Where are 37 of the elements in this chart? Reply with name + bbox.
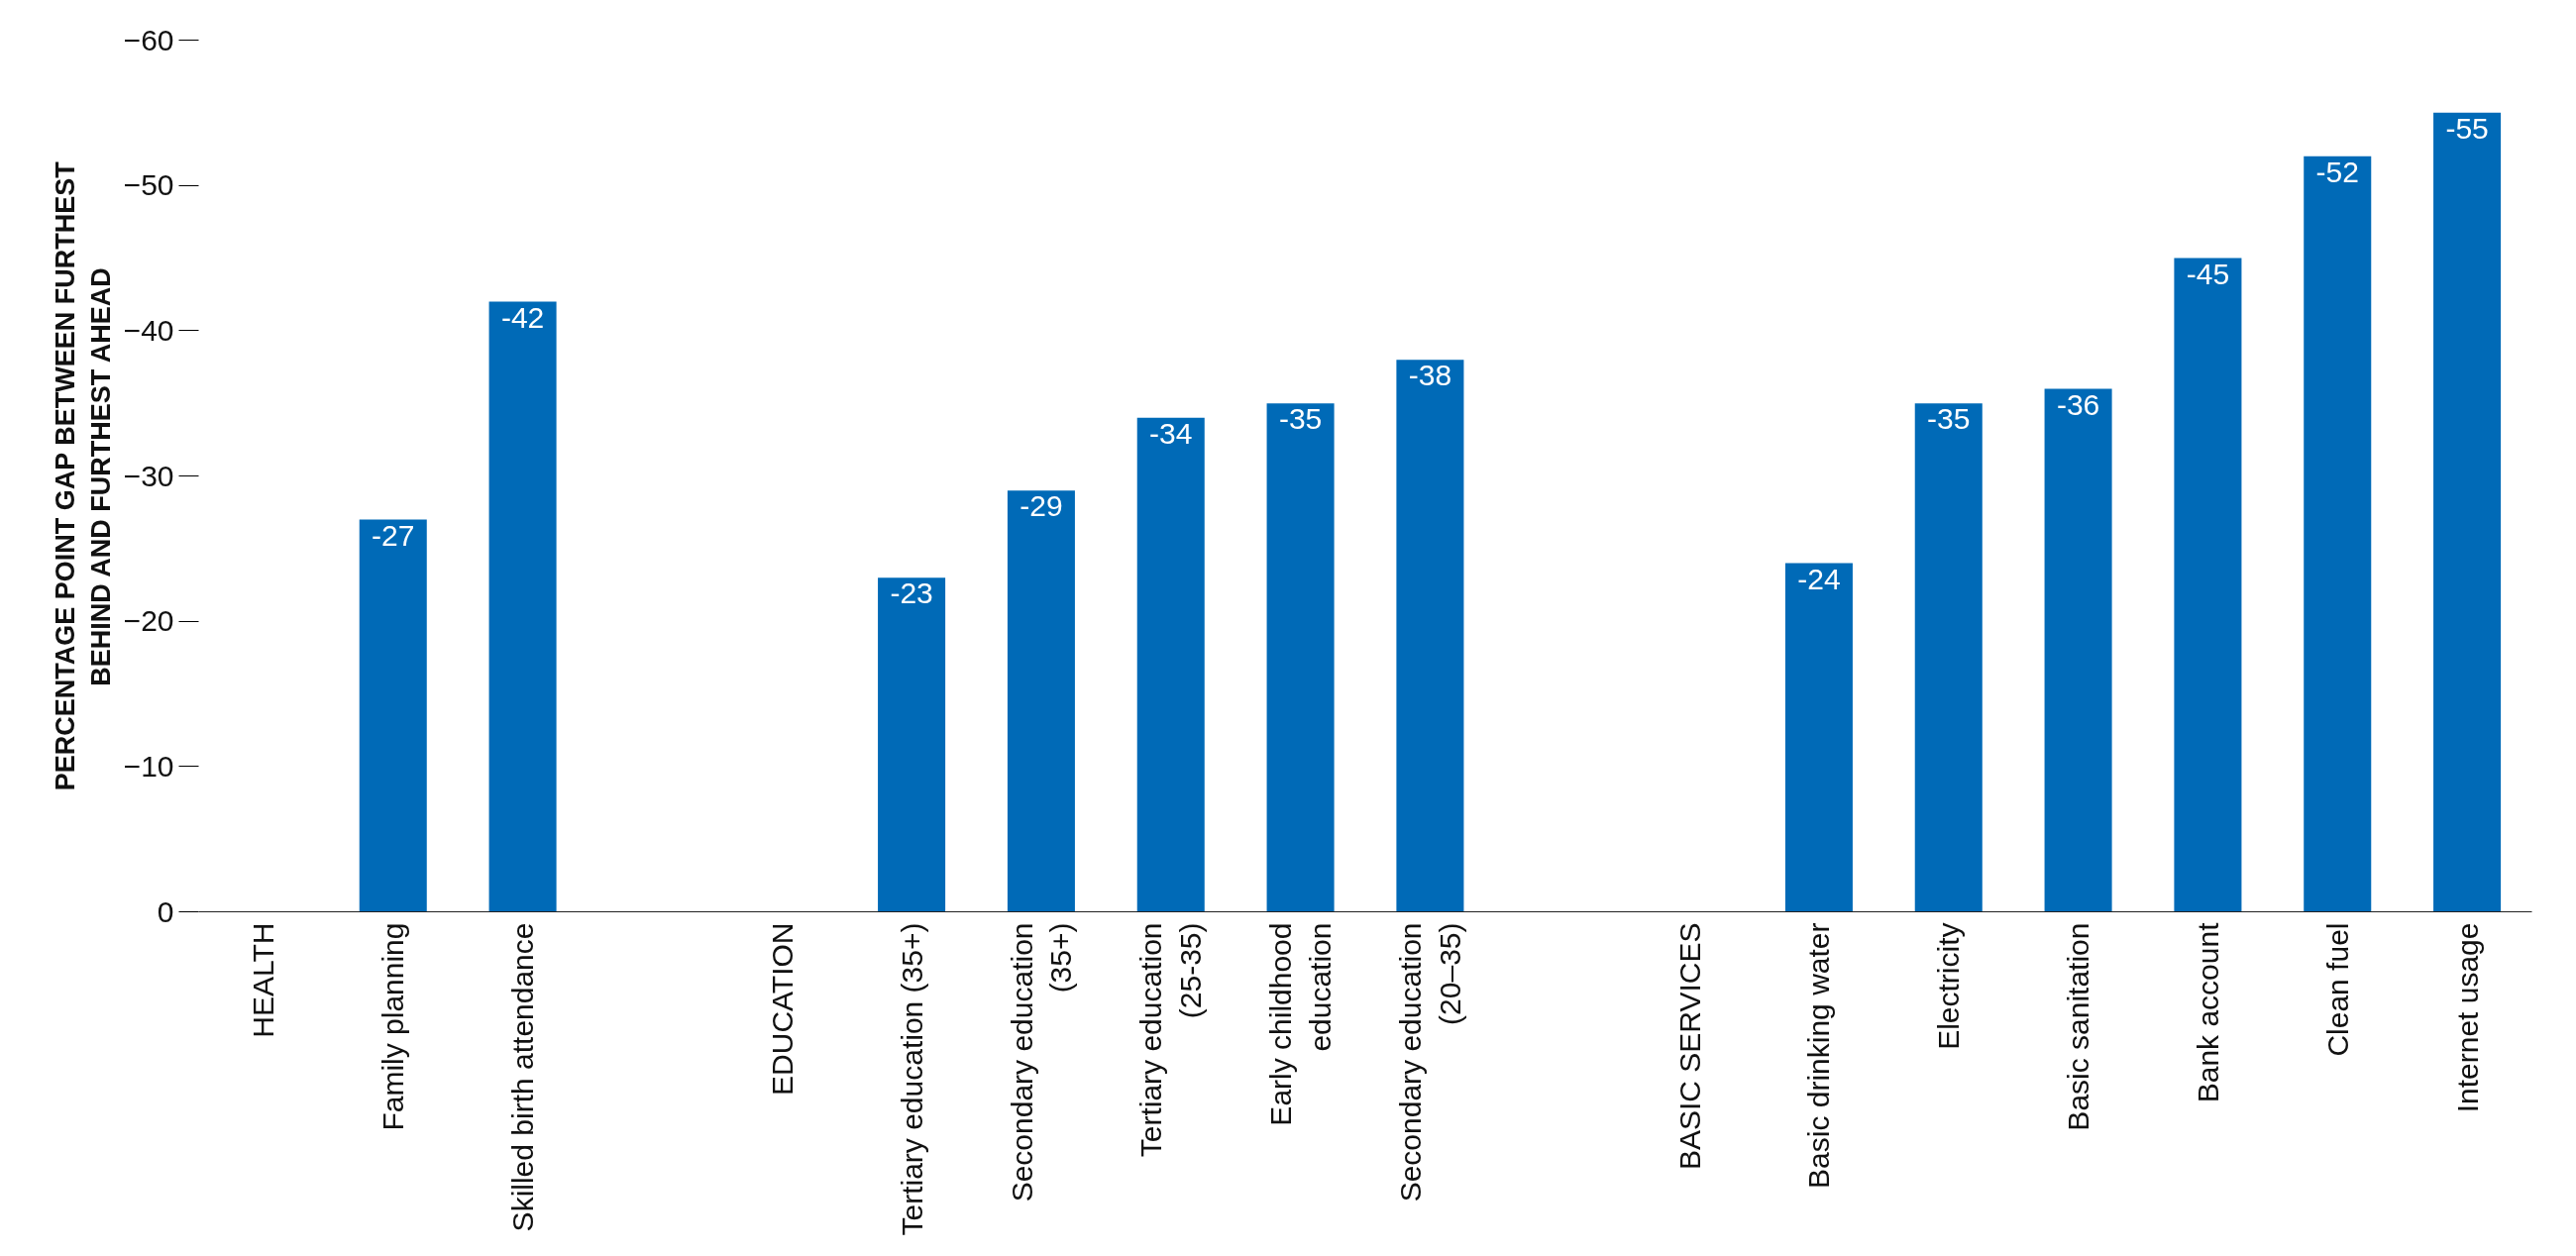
x-tick-label: BASIC SERVICES <box>1672 922 1706 1171</box>
data-label: -23 <box>890 576 933 610</box>
x-tick-label: Clean fuel <box>2320 922 2354 1057</box>
x-tick-label: Early childhood education <box>1264 922 1337 1126</box>
data-label: -36 <box>2056 387 2100 421</box>
y-tick-label: −10 <box>123 749 174 783</box>
data-label: -38 <box>1408 359 1452 392</box>
data-label: -45 <box>2186 257 2230 290</box>
x-tick-label: Basic drinking water <box>1802 922 1836 1189</box>
y-tick-label: 0 <box>157 894 174 928</box>
y-axis-title: PERCENTAGE POINT GAP BETWEEN FURTHEST BEHIND AND FURTHEST AHEAD <box>50 160 116 791</box>
data-label: -29 <box>1020 489 1063 523</box>
data-label: -55 <box>2445 111 2489 145</box>
x-tick-label: Tertiary education (25-35) <box>1134 922 1208 1158</box>
x-tick-label: Basic sanitation <box>2062 922 2095 1131</box>
data-label: -35 <box>1278 402 1323 436</box>
data-label: -52 <box>2315 155 2359 188</box>
data-label: -42 <box>500 300 545 334</box>
x-tick-label: Family planning <box>376 922 410 1131</box>
x-tick-label: Internet usage <box>2450 922 2484 1113</box>
data-label: -27 <box>372 518 415 552</box>
data-label: -24 <box>1797 562 1841 595</box>
x-tick-label: Bank account <box>2191 921 2224 1103</box>
y-tick-label: −60 <box>123 23 174 56</box>
data-label: -35 <box>1927 402 1971 436</box>
x-tick-label: Secondary education (35+) <box>1005 922 1078 1203</box>
x-tick-label: HEALTH <box>247 922 280 1038</box>
y-tick-label: −50 <box>123 168 174 202</box>
x-tick-label: Secondary education (20–35) <box>1394 922 1466 1203</box>
x-tick-label: Skilled birth attendance <box>506 922 540 1232</box>
y-tick-label: −30 <box>123 459 174 492</box>
x-tick-label: EDUCATION <box>765 922 799 1096</box>
x-tick-label: Electricity <box>1932 922 1966 1050</box>
y-tick-label: −20 <box>123 604 174 638</box>
y-tick-label: −40 <box>123 313 174 347</box>
x-tick-label: Tertiary education (35+) <box>895 922 928 1236</box>
data-label: -34 <box>1149 416 1193 450</box>
